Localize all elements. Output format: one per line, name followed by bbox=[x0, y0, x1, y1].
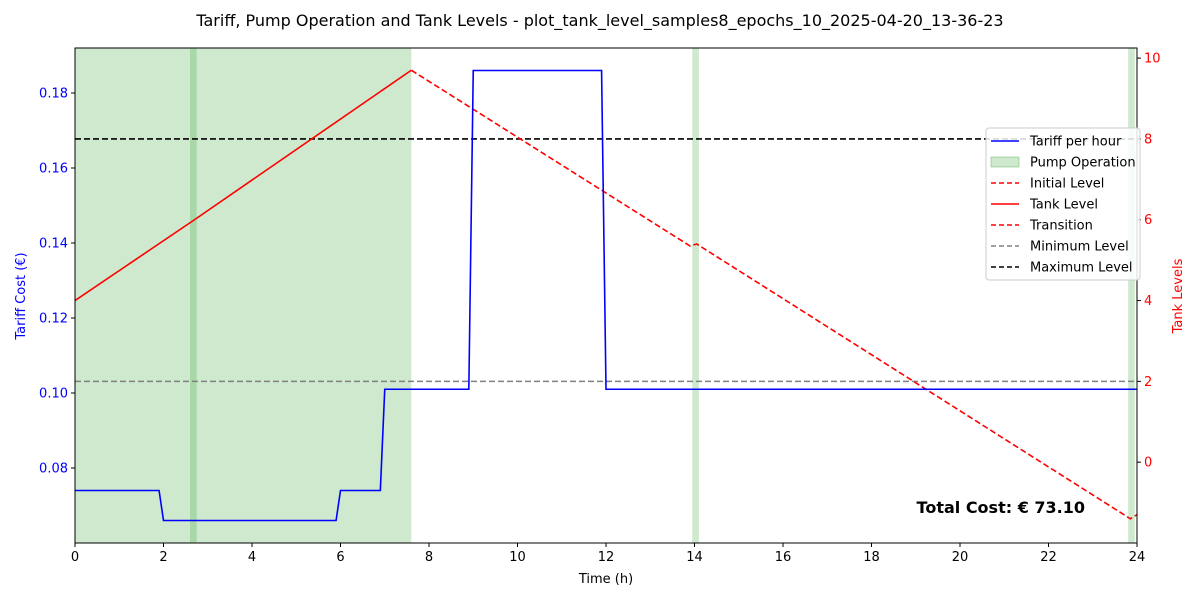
x-tick-label: 20 bbox=[952, 550, 969, 565]
x-tick-label: 12 bbox=[598, 550, 615, 565]
y-right-tick-label: 10 bbox=[1144, 52, 1161, 67]
legend-label: Maximum Level bbox=[1030, 261, 1133, 276]
x-axis-label: Time (h) bbox=[578, 572, 633, 587]
y-right-tick-label: 2 bbox=[1144, 375, 1152, 390]
x-tick-label: 24 bbox=[1129, 550, 1146, 565]
y-axis-left-label: Tariff Cost (€) bbox=[14, 252, 29, 340]
y-right-tick-label: 0 bbox=[1144, 456, 1152, 471]
tariff-layer bbox=[75, 69, 1137, 522]
x-tick-label: 22 bbox=[1040, 550, 1057, 565]
pump-operation-span bbox=[1128, 48, 1135, 543]
y-left-tick-label: 0.12 bbox=[39, 312, 68, 327]
legend-label: Pump Operation bbox=[1030, 156, 1136, 171]
transition-line bbox=[410, 69, 1138, 520]
tariff-line bbox=[75, 69, 1137, 522]
legend-label: Tank Level bbox=[1029, 198, 1098, 213]
legend-swatch bbox=[990, 156, 1020, 168]
y-left-tick-label: 0.18 bbox=[39, 87, 68, 102]
y-right-tick-label: 6 bbox=[1144, 213, 1152, 228]
x-axis: 0 2 4 6 8 10 12 14 16 18 20 22 24 bbox=[71, 543, 1145, 565]
legend-label: Minimum Level bbox=[1030, 240, 1129, 255]
legend-label: Initial Level bbox=[1030, 177, 1104, 192]
y-axis-left: 0.08 0.10 0.12 0.14 0.16 0.18 bbox=[39, 87, 75, 477]
y-right-tick-label: 4 bbox=[1144, 294, 1152, 309]
tank-level-line bbox=[74, 69, 412, 302]
x-tick-label: 4 bbox=[248, 550, 256, 565]
pump-operation-span bbox=[190, 48, 197, 543]
chart-title: Tariff, Pump Operation and Tank Levels -… bbox=[195, 11, 1003, 31]
y-axis-right: 0 2 4 6 8 10 bbox=[1137, 52, 1161, 471]
total-cost-annotation: Total Cost: € 73.10 bbox=[917, 498, 1085, 517]
y-axis-right-label: Tank Levels bbox=[1171, 258, 1186, 334]
x-tick-label: 8 bbox=[425, 550, 433, 565]
x-tick-label: 14 bbox=[686, 550, 703, 565]
x-tick-label: 0 bbox=[71, 550, 79, 565]
legend: Tariff per hour Pump Operation Initial Lev… bbox=[985, 127, 1141, 281]
legend-box bbox=[985, 127, 1141, 281]
y-right-tick-label: 8 bbox=[1144, 132, 1152, 147]
y-left-tick-label: 0.08 bbox=[39, 462, 68, 477]
x-tick-label: 2 bbox=[159, 550, 167, 565]
pump-operation-span bbox=[692, 48, 699, 543]
x-tick-label: 18 bbox=[863, 550, 880, 565]
x-tick-label: 10 bbox=[509, 550, 526, 565]
y-left-tick-label: 0.14 bbox=[39, 237, 68, 252]
legend-label: Transition bbox=[1029, 219, 1093, 234]
x-tick-label: 16 bbox=[775, 550, 792, 565]
legend-label: Tariff per hour bbox=[1029, 135, 1122, 150]
pump-operation-layer bbox=[75, 48, 1135, 543]
tank-level-layer bbox=[74, 69, 1138, 520]
y-left-tick-label: 0.16 bbox=[39, 162, 68, 177]
y-left-tick-label: 0.10 bbox=[39, 387, 68, 402]
x-tick-label: 6 bbox=[336, 550, 344, 565]
pump-operation-span bbox=[75, 48, 412, 543]
